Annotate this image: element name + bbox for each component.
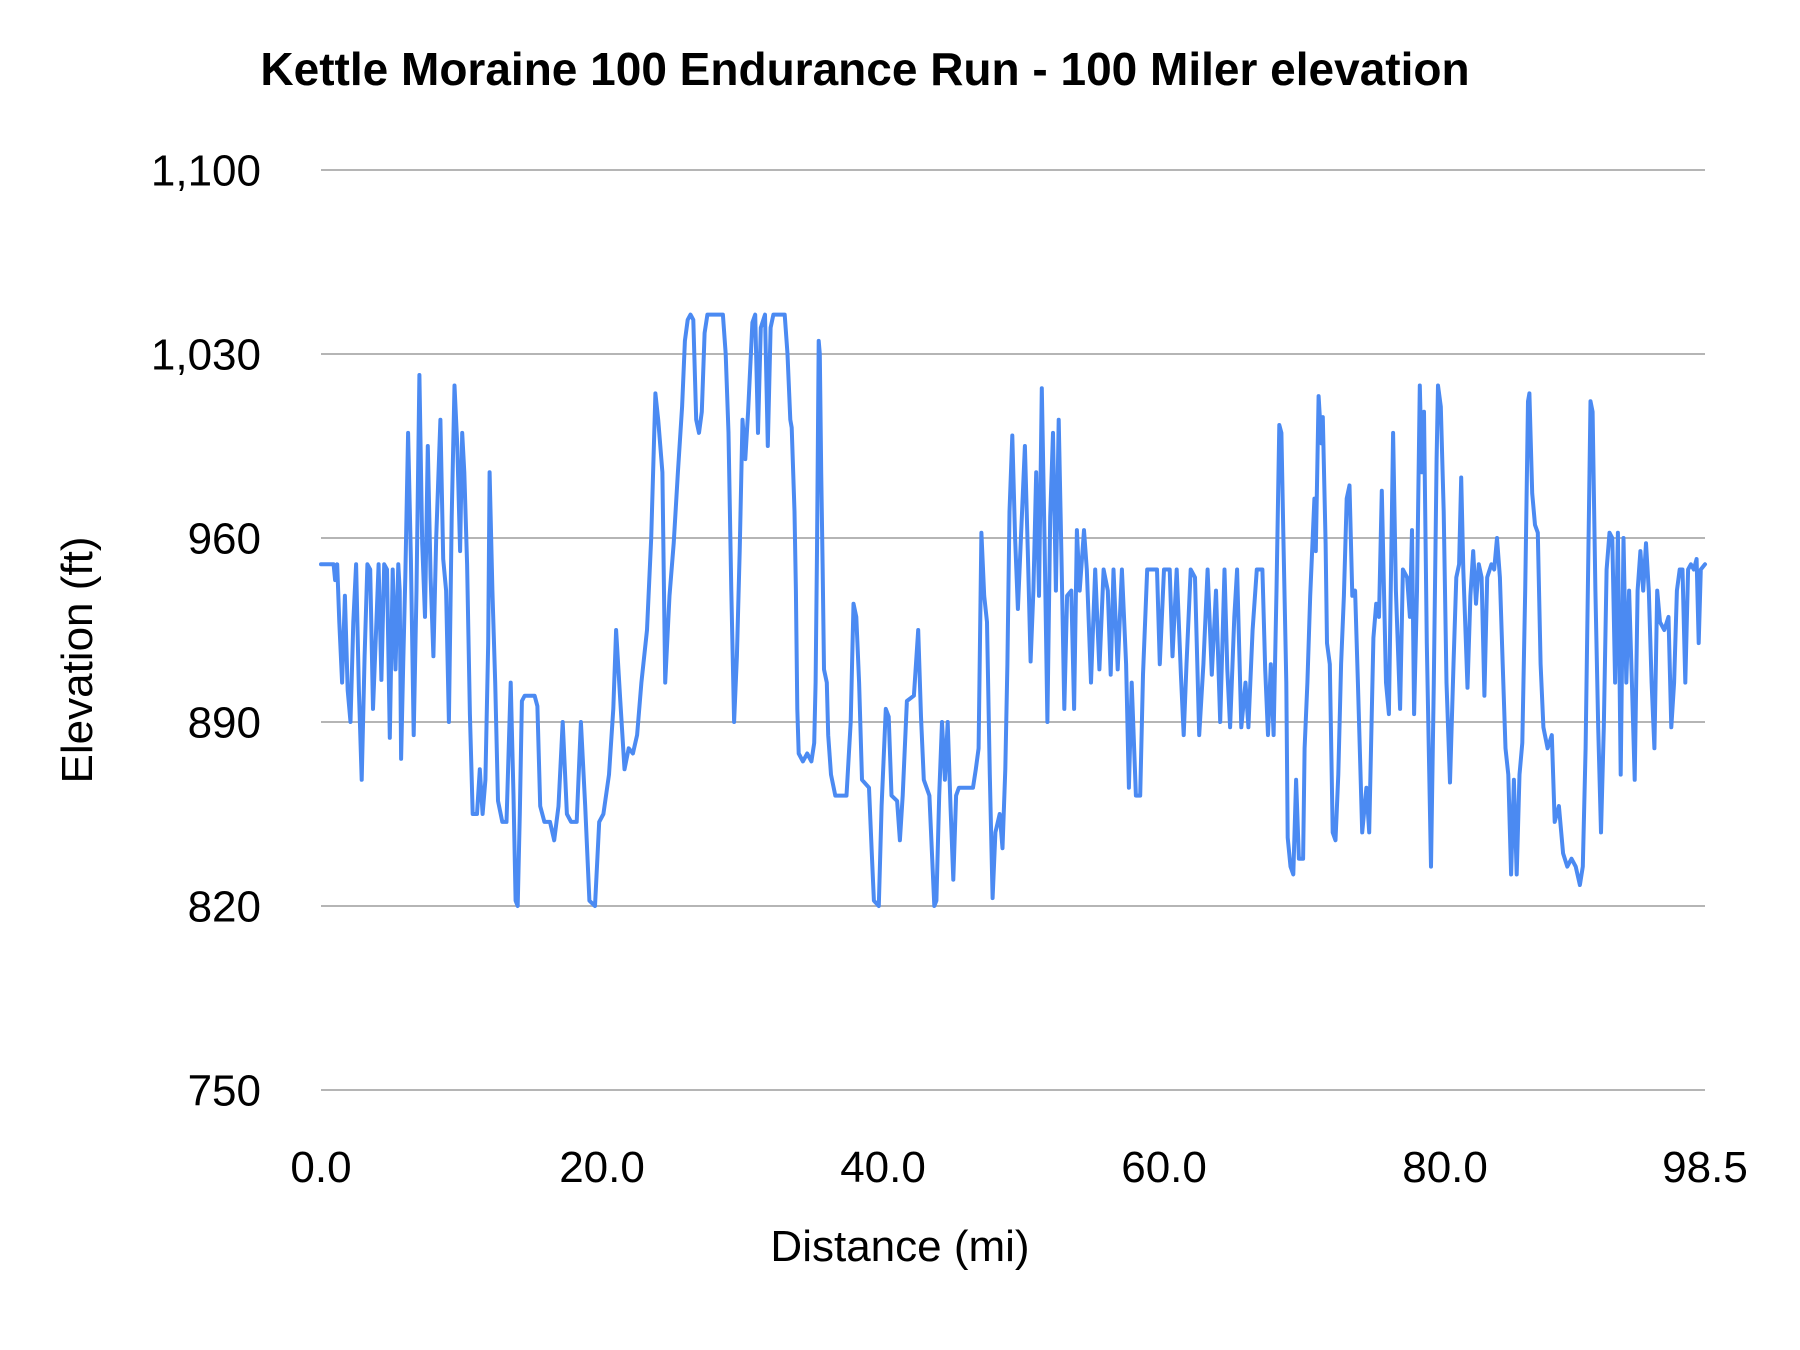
x-tick-label: 98.5 [1662, 1143, 1748, 1192]
y-tick-label: 750 [188, 1066, 261, 1115]
chart-title: Kettle Moraine 100 Endurance Run - 100 M… [260, 43, 1470, 95]
y-tick-label: 1,030 [151, 330, 261, 379]
elevation-line [319, 312, 1707, 908]
y-tick-label: 890 [188, 698, 261, 747]
y-tick-label: 960 [188, 514, 261, 563]
x-tick-label: 20.0 [559, 1143, 645, 1192]
y-tick-label: 820 [188, 882, 261, 931]
x-tick-label: 40.0 [840, 1143, 926, 1192]
x-tick-label: 0.0 [290, 1143, 351, 1192]
y-tick-label: 1,100 [151, 146, 261, 195]
x-axis-title: Distance (mi) [770, 1222, 1030, 1271]
x-tick-label: 80.0 [1402, 1143, 1488, 1192]
x-tick-label: 60.0 [1121, 1143, 1207, 1192]
